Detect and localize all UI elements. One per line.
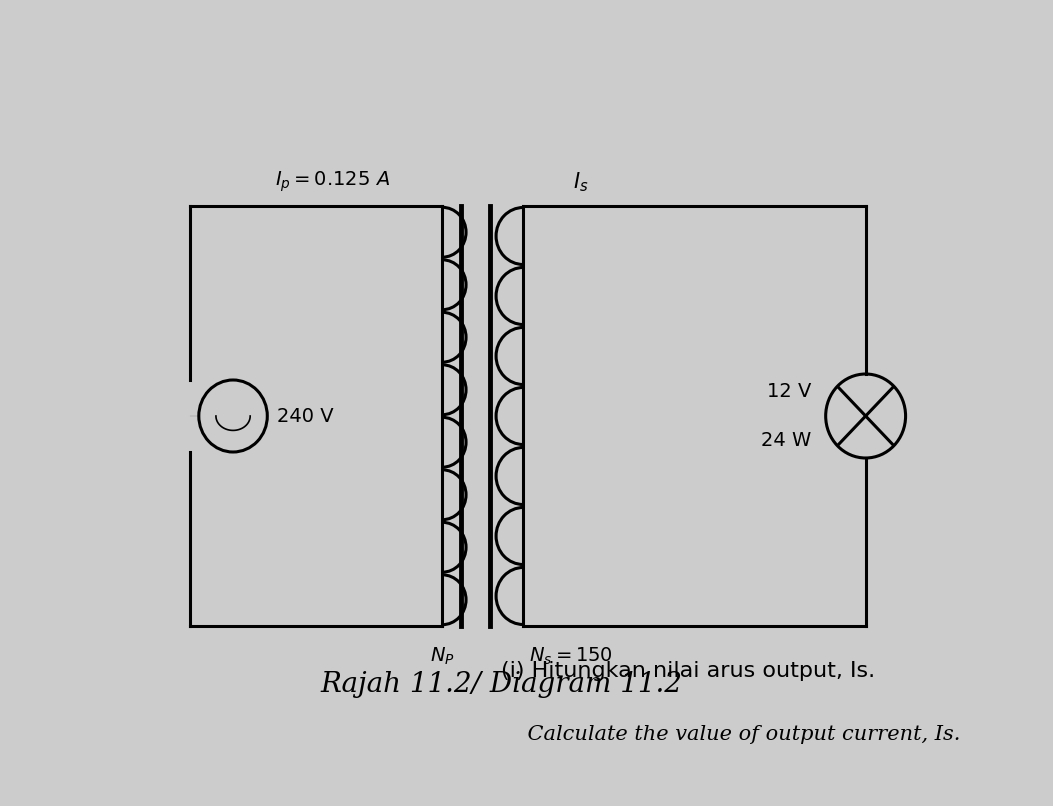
Text: $N_s = 150$: $N_s = 150$ [529,646,613,667]
Text: 24 W: 24 W [761,431,812,450]
Text: (i) Hitungkan nilai arus output, Is.: (i) Hitungkan nilai arus output, Is. [501,661,875,681]
Text: $N_P$: $N_P$ [430,646,455,667]
Text: Calculate the value of output current, Is.: Calculate the value of output current, I… [501,725,960,745]
Text: 240 V: 240 V [277,406,334,426]
Text: $I_p = 0.125\ A$: $I_p = 0.125\ A$ [276,169,391,194]
Text: Rajah 11.2/ Diagram 11.2: Rajah 11.2/ Diagram 11.2 [320,671,682,698]
Text: $I_s$: $I_s$ [573,170,588,194]
Text: 12 V: 12 V [767,382,812,401]
